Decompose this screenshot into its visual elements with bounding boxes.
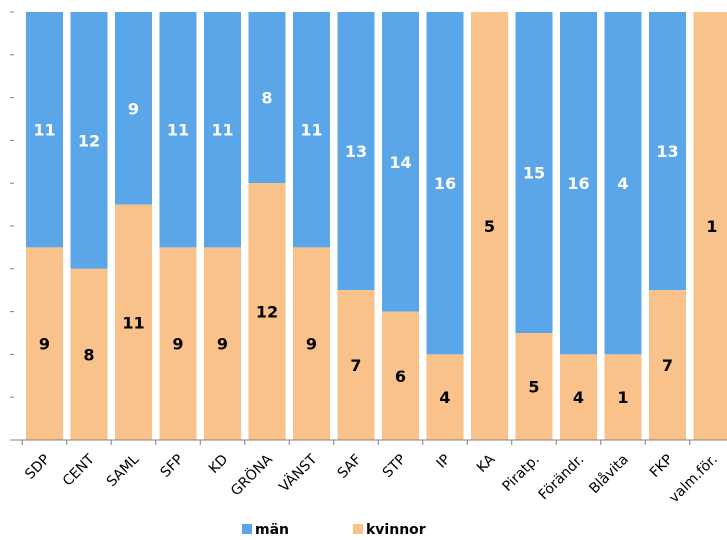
bar-man-0 [26, 12, 63, 248]
legend: män kvinnor [242, 522, 426, 538]
label-man-0: 11 [33, 121, 55, 140]
label-kvinnor-11: 5 [528, 378, 539, 397]
label-man-5: 8 [261, 89, 272, 108]
label-kvinnor-10: 5 [484, 217, 495, 236]
bar-man-7 [337, 12, 375, 291]
label-man-13: 4 [617, 174, 628, 193]
label-kvinnor-14: 7 [662, 356, 673, 375]
label-man-9: 16 [434, 174, 456, 193]
bar-kvinnor-5 [248, 183, 286, 440]
tick-label-2: SAML [104, 451, 143, 490]
label-kvinnor-9: 4 [439, 388, 450, 407]
tick-label-7: SAF [335, 452, 365, 482]
label-man-8: 14 [389, 153, 411, 172]
bar-kvinnor-10 [471, 12, 508, 440]
legend-swatch-man [242, 524, 252, 534]
tick-label-0: SDP [22, 452, 53, 483]
tick-label-15: valm.för. [666, 452, 721, 507]
tick-label-12: Förändr. [536, 452, 588, 504]
bar-kvinnor-7 [337, 290, 375, 440]
label-kvinnor-2: 11 [122, 313, 144, 332]
bar-man-8 [382, 12, 419, 312]
label-man-12: 16 [567, 174, 589, 193]
bar-man-12 [560, 12, 597, 355]
tick-label-13: Blåvita [586, 451, 632, 497]
tick-label-9: IP [434, 452, 454, 472]
label-kvinnor-6: 9 [306, 335, 317, 354]
label-man-4: 11 [211, 121, 233, 140]
label-man-14: 13 [656, 142, 678, 161]
bar-man-3 [159, 12, 197, 248]
bar-kvinnor-6 [293, 247, 330, 440]
bar-kvinnor-8 [382, 311, 419, 440]
bar-man-14 [649, 12, 686, 291]
bar-kvinnor-12 [560, 354, 597, 440]
label-kvinnor-13: 1 [617, 388, 628, 407]
label-kvinnor-3: 9 [172, 335, 183, 354]
bars-group: 1191289111191198121191371461645155164411… [26, 12, 727, 440]
label-kvinnor-1: 8 [83, 345, 94, 364]
bar-man-4 [204, 12, 241, 248]
label-man-7: 13 [345, 142, 367, 161]
tick-label-5: GRÖNA [227, 450, 277, 500]
bar-kvinnor-2 [115, 204, 152, 440]
label-kvinnor-4: 9 [217, 335, 228, 354]
legend-label-man: män [255, 522, 289, 538]
bar-man-6 [293, 12, 330, 248]
bar-kvinnor-3 [159, 247, 197, 440]
label-man-3: 11 [167, 121, 189, 140]
bar-man-9 [426, 12, 464, 355]
bar-kvinnor-4 [204, 247, 241, 440]
label-man-11: 15 [523, 164, 545, 183]
bar-man-1 [70, 12, 108, 269]
bar-man-2 [115, 12, 152, 205]
label-man-6: 11 [300, 121, 322, 140]
legend-label-kvinnor: kvinnor [366, 522, 426, 538]
bar-kvinnor-13 [604, 354, 642, 440]
tick-label-10: KA [474, 451, 499, 476]
bar-kvinnor-11 [515, 333, 553, 440]
bar-man-13 [604, 12, 642, 355]
label-kvinnor-12: 4 [573, 388, 584, 407]
tick-label-3: SFP [158, 452, 187, 481]
bar-kvinnor-15 [693, 12, 727, 440]
label-kvinnor-15: 1 [706, 217, 717, 236]
tick-label-14: FKP [647, 452, 676, 481]
label-man-2: 9 [128, 99, 139, 118]
label-kvinnor-0: 9 [39, 335, 50, 354]
tick-label-1: CENT [60, 451, 98, 489]
label-man-1: 12 [78, 131, 100, 150]
tick-label-11: Piratp. [500, 452, 543, 495]
tick-label-8: STP [380, 452, 410, 482]
bar-kvinnor-0 [26, 247, 63, 440]
bar-man-11 [515, 12, 553, 333]
tick-label-4: KD [206, 452, 231, 477]
bar-kvinnor-1 [70, 268, 108, 440]
bar-kvinnor-9 [426, 354, 464, 440]
label-kvinnor-7: 7 [350, 356, 361, 375]
legend-swatch-kvinnor [353, 524, 363, 534]
label-kvinnor-5: 12 [256, 303, 278, 322]
bar-kvinnor-14 [649, 290, 686, 440]
label-kvinnor-8: 6 [395, 367, 406, 386]
bar-man-5 [248, 12, 286, 184]
tick-label-6: VÄNST [275, 450, 321, 496]
